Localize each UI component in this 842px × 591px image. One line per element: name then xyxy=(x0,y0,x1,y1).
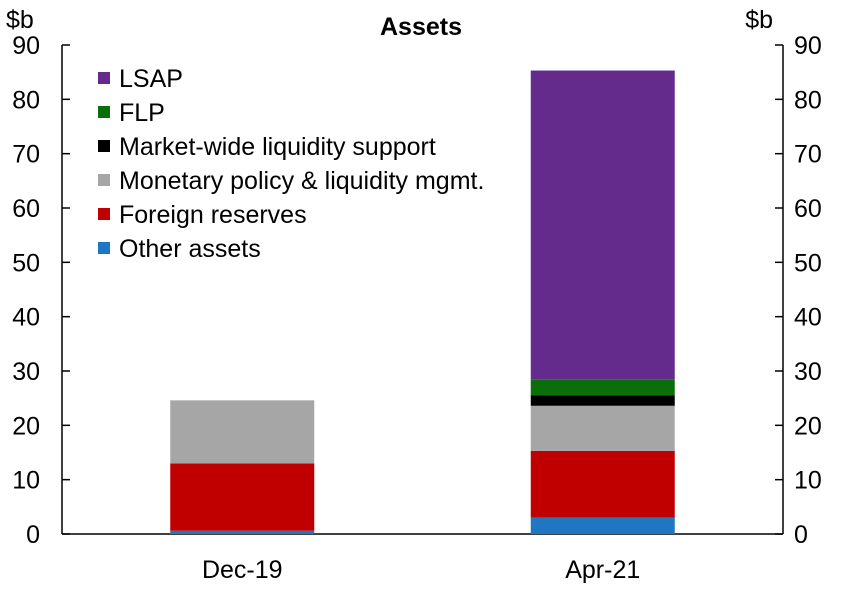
y-tick-label-left: 10 xyxy=(12,467,40,495)
y-tick-label-right: 20 xyxy=(794,412,822,440)
y-tick-label-left: 80 xyxy=(12,86,40,114)
y-unit-right: $b xyxy=(745,6,773,34)
legend-swatch xyxy=(98,72,110,84)
legend-label: Foreign reserves xyxy=(119,201,307,229)
y-tick-label-right: 80 xyxy=(794,86,822,114)
bar-other-assets-apr-21 xyxy=(530,517,675,534)
y-tick-label-right: 90 xyxy=(794,32,822,60)
legend-swatch xyxy=(98,106,110,118)
y-tick-label-right: 10 xyxy=(794,467,822,495)
bar-monetary-policy-liquidity-mgmt-apr-21 xyxy=(530,405,675,451)
bars xyxy=(170,70,675,534)
y-tick-label-left: 90 xyxy=(12,32,40,60)
bar-other-assets-dec-19 xyxy=(170,530,315,534)
bar-foreign-reserves-dec-19 xyxy=(170,463,315,531)
legend-label: FLP xyxy=(119,99,165,127)
y-tick-label-left: 50 xyxy=(12,249,40,277)
legend: LSAP FLP Market-wide liquidity support Mone… xyxy=(98,65,484,263)
legend-swatch xyxy=(98,140,110,152)
x-tick-label: Dec-19 xyxy=(202,556,283,584)
axes: 0 0 10 10 20 20 30 30 40 40 50 50 60 60 70 70 80 80 90 90 De… xyxy=(12,32,822,584)
legend-swatch xyxy=(98,208,110,220)
y-tick-label-left: 30 xyxy=(12,358,40,386)
bar-market-wide-liquidity-support-apr-21 xyxy=(530,395,675,406)
y-tick-label-right: 60 xyxy=(794,195,822,223)
x-tick-label: Apr-21 xyxy=(565,556,640,584)
y-tick-label-right: 30 xyxy=(794,358,822,386)
y-tick-label-right: 0 xyxy=(794,521,808,549)
y-tick-label-right: 50 xyxy=(794,249,822,277)
y-tick-label-left: 20 xyxy=(12,412,40,440)
legend-label: Other assets xyxy=(119,235,261,263)
legend-swatch xyxy=(98,174,110,186)
legend-label: Market-wide liquidity support xyxy=(119,133,436,161)
chart-title: Assets xyxy=(380,13,462,41)
y-tick-label-left: 70 xyxy=(12,141,40,169)
y-tick-label-right: 70 xyxy=(794,141,822,169)
bar-flp-apr-21 xyxy=(530,379,675,396)
legend-label: LSAP xyxy=(119,65,183,93)
bar-foreign-reserves-apr-21 xyxy=(530,450,675,518)
y-tick-label-left: 60 xyxy=(12,195,40,223)
y-tick-label-right: 40 xyxy=(794,304,822,332)
legend-label: Monetary policy & liquidity mgmt. xyxy=(119,167,484,195)
bar-lsap-apr-21 xyxy=(530,70,675,380)
legend-swatch xyxy=(98,242,110,254)
bar-monetary-policy-liquidity-mgmt-dec-19 xyxy=(170,400,315,464)
y-tick-label-left: 40 xyxy=(12,304,40,332)
y-unit-left: $b xyxy=(6,6,34,34)
y-tick-label-left: 0 xyxy=(26,521,40,549)
